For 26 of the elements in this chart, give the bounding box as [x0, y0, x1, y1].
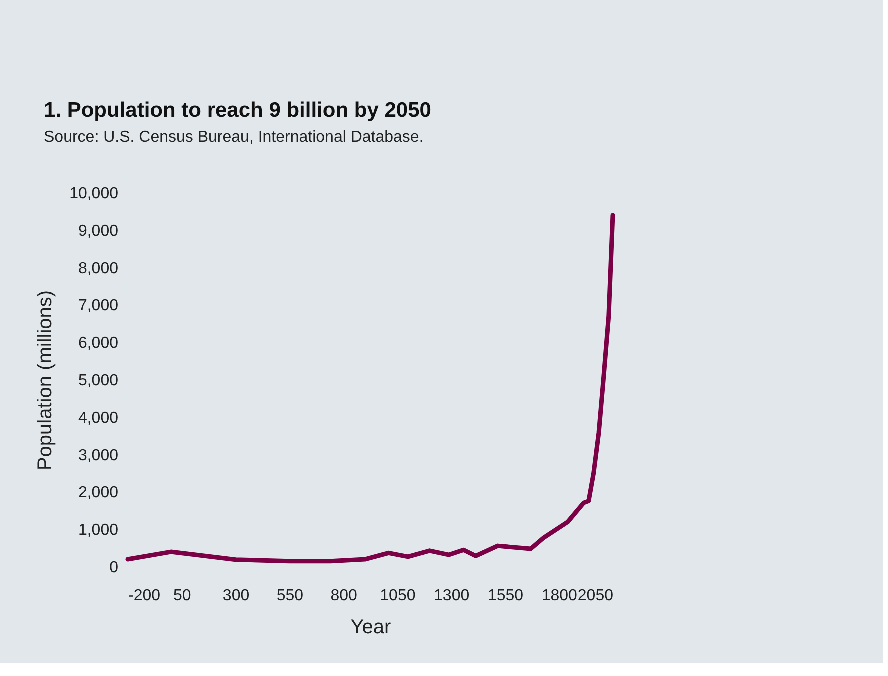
x-tick-label: 300: [222, 588, 250, 604]
y-tick-label: 3,000: [78, 447, 119, 464]
x-tick-label: 550: [276, 588, 304, 604]
y-tick-label: 5,000: [78, 372, 119, 390]
y-tick-label: 8,000: [78, 260, 119, 278]
x-axis-title: Year: [350, 616, 392, 638]
y-tick-label: 0: [110, 560, 119, 576]
x-tick-label: 800: [330, 588, 358, 604]
x-tick-label: 1550: [488, 588, 524, 604]
y-tick-label: 1,000: [78, 522, 119, 540]
x-tick-label: 1800: [542, 588, 578, 604]
y-tick-label: 4,000: [78, 410, 119, 427]
y-tick-label: 10,000: [70, 186, 119, 202]
x-tick-label: 50: [173, 588, 192, 604]
y-tick-label: 9,000: [78, 222, 119, 240]
y-axis-title: Population (millions): [34, 290, 57, 471]
line-series: [126, 213, 616, 564]
x-tick-label: 2050: [578, 588, 614, 604]
y-tick-label: 2,000: [78, 484, 119, 502]
x-tick-label: -200: [128, 588, 161, 604]
x-tick-label: 1300: [434, 588, 470, 604]
y-tick-label: 6,000: [78, 335, 119, 352]
chart-title: 1. Population to reach 9 billion by 2050: [44, 99, 432, 122]
chart-subtitle: Source: U.S. Census Bureau, International Database.: [44, 129, 424, 146]
x-tick-label: 1050: [380, 588, 416, 604]
y-tick-label: 7,000: [78, 298, 119, 315]
